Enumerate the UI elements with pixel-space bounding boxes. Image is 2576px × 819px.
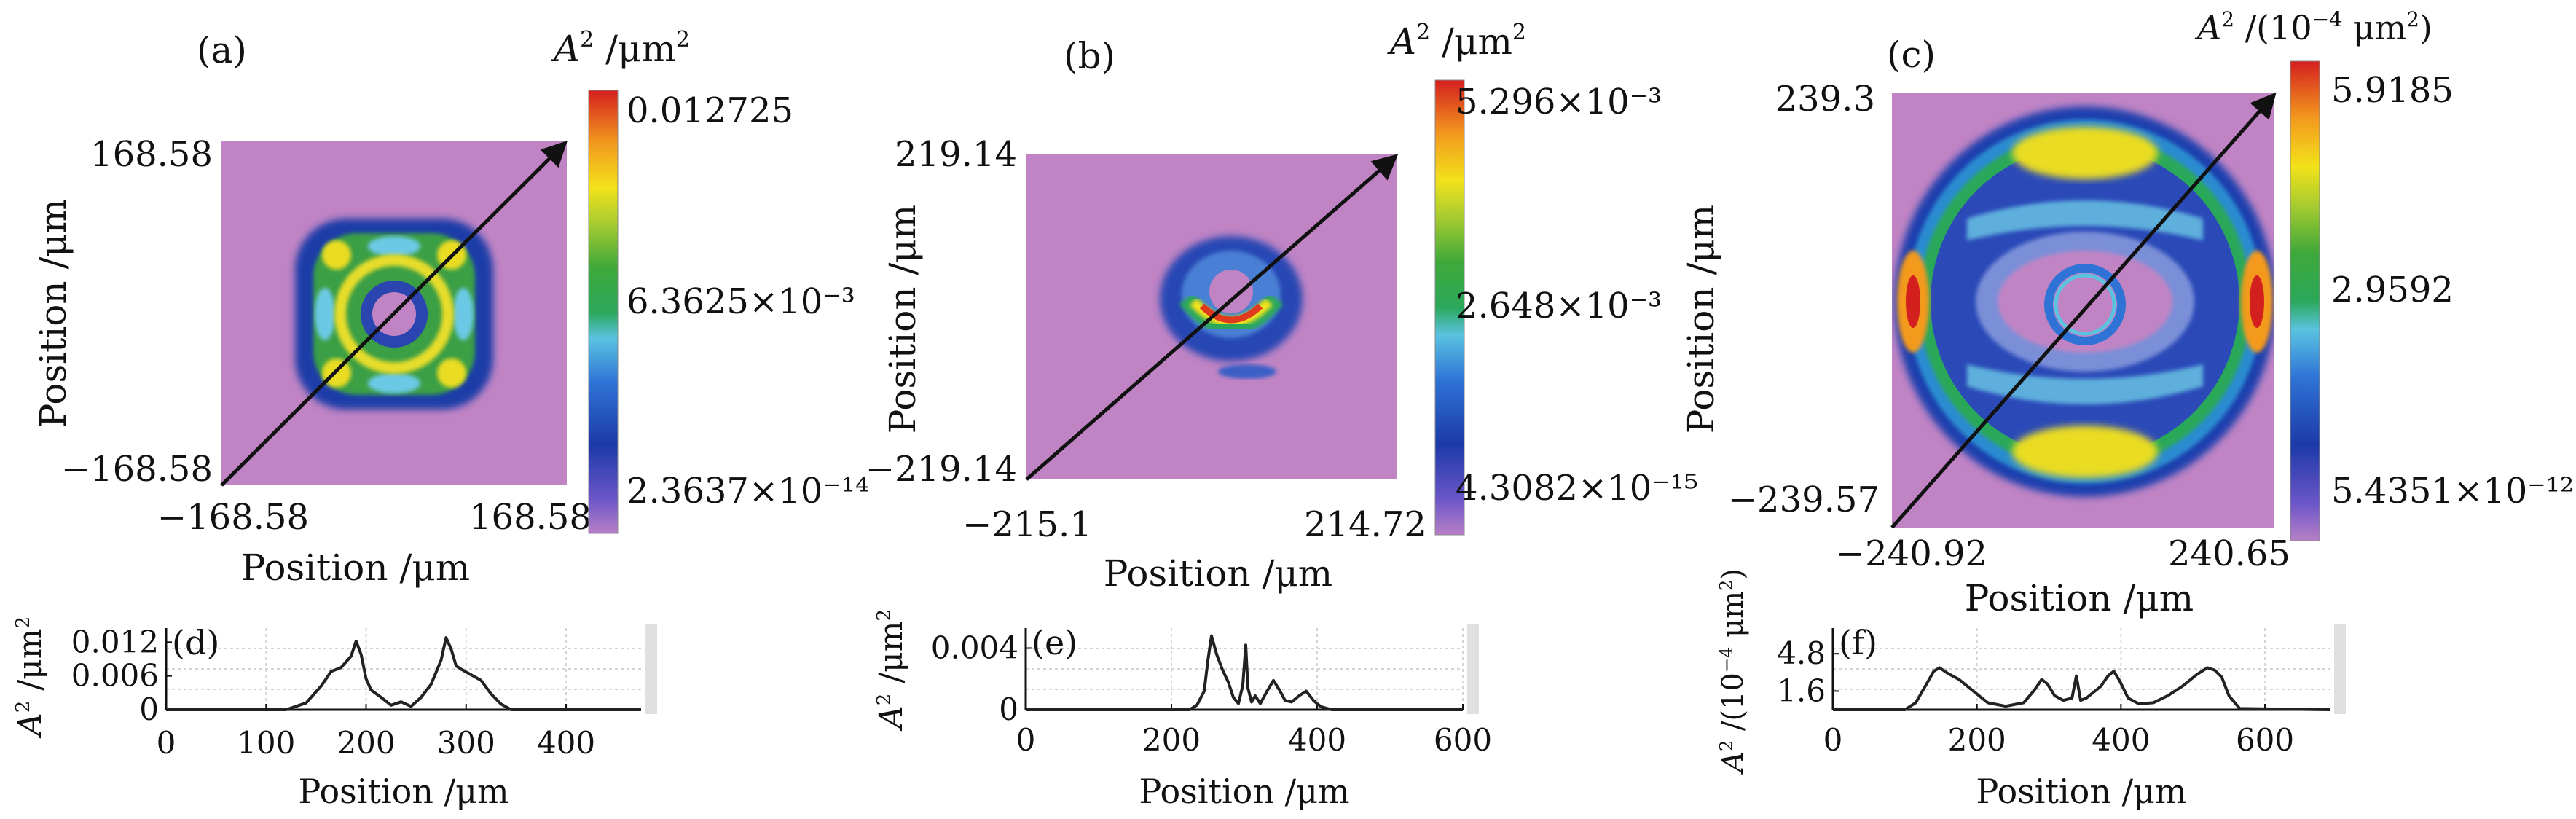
x-tick-label: 0 (1016, 722, 1036, 758)
y-tick-c-top: 239.3 (1775, 79, 1875, 119)
y-tick-label: 0.012 (71, 624, 159, 659)
y-tick-label: 0 (139, 691, 159, 727)
x-axis-label-c: Position /μm (1965, 577, 2194, 619)
x-axis-label: Position /μm (298, 772, 508, 811)
x-tick-b-left: −215.1 (962, 504, 1092, 545)
x-axis-label: Position /μm (1139, 772, 1349, 811)
panel-c-label: (c) (1887, 34, 1936, 76)
x-tick-b-right: 214.72 (1304, 504, 1426, 545)
x-axis-label: Position /μm (1976, 772, 2186, 811)
side-strip (2334, 624, 2346, 714)
panel-c: (c) A2 /(10−4 μm2) 239.3 −239.57 −240.92 (1680, 7, 2574, 619)
panel-b-label: (b) (1064, 35, 1115, 77)
y-tick-a-bottom: −168.58 (61, 449, 213, 490)
x-axis-label-b: Position /μm (1104, 552, 1332, 595)
colorbar-a (588, 90, 619, 534)
y-axis-label-b: Position /μm (881, 205, 924, 434)
side-strip (1467, 624, 1479, 714)
x-tick-a-left: −168.58 (157, 497, 309, 538)
x-tick-label: 300 (437, 725, 495, 761)
x-tick-label: 100 (237, 725, 295, 761)
line-plot-e: 0 200 400 600 0 0.004 (e) Position /μm (931, 623, 1492, 811)
line-plot-f: 0 200 400 600 1.64.8 (f) Position /μm (1777, 623, 2346, 811)
colorbar-b (1434, 79, 1465, 536)
colorbar-a-title: A2 /μm2 (551, 27, 690, 70)
x-tick-label: 600 (1434, 722, 1492, 758)
panel-a: (a) A2 /μm2 168.58 −168.58 −168.58 168.5… (32, 27, 869, 589)
y-tick-b-bottom: −219.14 (865, 449, 1017, 490)
y-axis-label-c: Position /μm (1680, 205, 1722, 434)
y-tick-label: 0 (999, 691, 1018, 727)
panel-label: (e) (1032, 623, 1077, 662)
panel-label: (f) (1839, 623, 1877, 662)
diagonal-arrow-b (1025, 154, 1399, 481)
x-axis-label-a: Position /μm (241, 546, 470, 589)
y-tick-label: 1.6 (1777, 673, 1826, 708)
x-tick-a-right: 168.58 (469, 497, 592, 538)
x-tick-label: 400 (537, 725, 595, 761)
diagonal-arrow-a (220, 141, 568, 487)
colorbar-c (2290, 60, 2320, 541)
x-tick-label: 200 (1948, 722, 2006, 758)
series-line (166, 636, 641, 711)
y-axis-label-f: A2 /(10−4 μm2) (1716, 568, 1750, 775)
panel-a-label: (a) (197, 29, 247, 71)
colorbar-c-tick-min: 5.4351×10⁻¹² (2331, 471, 2574, 512)
colorbar-b-title: A2 /μm2 (1387, 20, 1526, 63)
colorbar-a-tick-max: 0.012725 (627, 90, 793, 131)
y-tick-a-top: 168.58 (90, 134, 213, 175)
colorbar-b-tick-mid: 2.648×10⁻³ (1456, 286, 1662, 326)
y-tick-c-bottom: −239.57 (1728, 479, 1880, 520)
y-axis-label-d: A2 /μm2 (12, 616, 49, 739)
colorbar-b-tick-max: 5.296×10⁻³ (1456, 82, 1662, 122)
x-tick-label: 200 (337, 725, 395, 761)
diagonal-arrow-c (1890, 92, 2277, 529)
x-tick-c-left: −240.92 (1836, 533, 1987, 574)
colorbar-b-tick-min: 4.3082×10⁻¹⁵ (1456, 468, 1698, 509)
panel-b: (b) A2 /μm2 219.14 −219.14 −215.1 214.72… (865, 20, 1698, 595)
y-tick-label: 0.004 (931, 630, 1018, 665)
x-tick-label: 400 (2092, 722, 2150, 758)
colorbar-a-tick-min: 2.3637×10⁻¹⁴ (627, 471, 869, 512)
x-tick-label: 200 (1142, 722, 1201, 758)
y-tick-label: 0.006 (71, 658, 159, 694)
colorbar-a-tick-mid: 6.3625×10⁻³ (627, 281, 855, 322)
x-tick-label: 400 (1288, 722, 1346, 758)
y-tick-label: 4.8 (1777, 635, 1826, 671)
plot-area (166, 628, 641, 710)
y-axis-label-e: A2 /μm2 (873, 609, 910, 732)
panel-label: (d) (172, 623, 219, 662)
series-line (1026, 634, 1463, 711)
x-tick-label: 600 (2236, 722, 2294, 758)
y-axis-label-a: Position /μm (32, 199, 74, 428)
colorbar-c-title: A2 /(10−4 μm2) (2194, 7, 2432, 47)
y-tick-b-top: 219.14 (895, 134, 1017, 175)
x-tick-label: 0 (1823, 722, 1843, 758)
side-strip (645, 624, 657, 714)
x-tick-label: 0 (157, 725, 176, 761)
x-tick-c-right: 240.65 (2168, 533, 2290, 574)
colorbar-c-tick-mid: 2.9592 (2331, 270, 2454, 310)
colorbar-c-tick-max: 5.9185 (2331, 70, 2454, 111)
series-line (1833, 666, 2330, 711)
